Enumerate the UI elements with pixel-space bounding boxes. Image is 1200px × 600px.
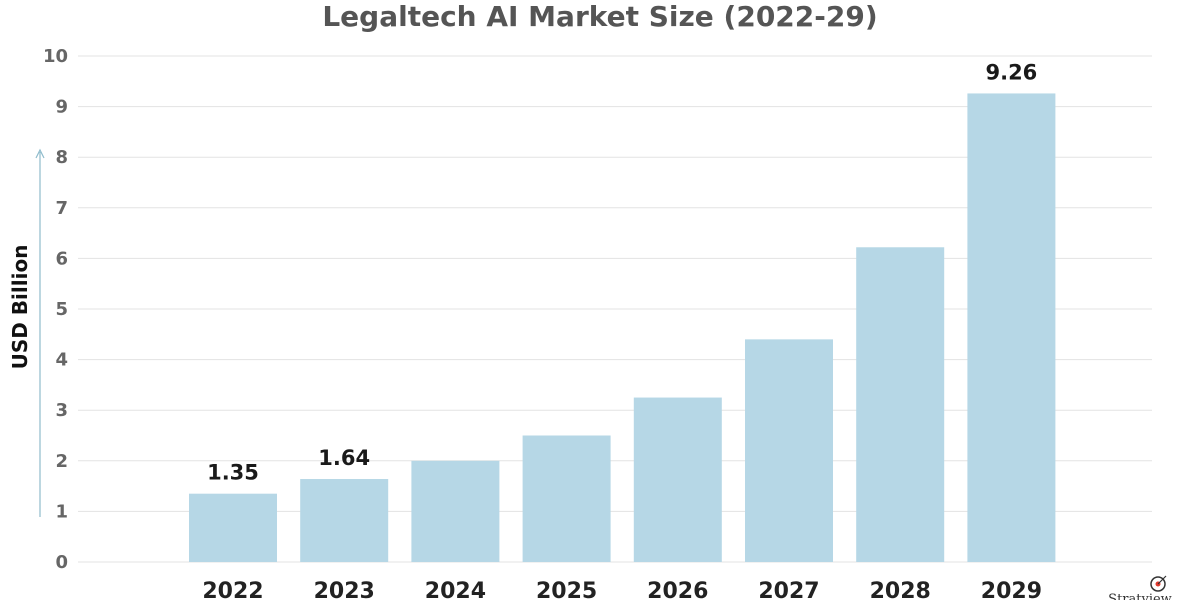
x-category-label: 2028 [870,579,931,600]
y-tick-label: 9 [55,97,68,118]
x-category-label: 2024 [425,579,486,600]
category-labels: 2022 2023 2024 2025 2026 2027 2028 2029 [202,579,1042,600]
y-tick-label: 8 [55,147,68,168]
bar [633,397,722,562]
y-axis-ticks: 0 1 2 3 4 5 6 7 8 9 10 [43,46,68,573]
x-category-label: 2027 [758,579,819,600]
bar [856,247,945,562]
x-category-label: 2025 [536,579,597,600]
chart-title: Legaltech AI Market Size (2022-29) [322,0,877,33]
y-tick-label: 5 [55,299,68,320]
x-category-label: 2022 [202,579,263,600]
bar [522,435,611,562]
x-category-label: 2029 [981,579,1042,600]
x-category-label: 2026 [647,579,708,600]
bar-data-label: 1.35 [207,461,259,485]
y-tick-label: 6 [55,248,68,269]
bar-data-label: 9.26 [985,60,1037,84]
bars [189,93,1056,562]
y-tick-label: 7 [55,198,68,219]
bar [189,493,277,562]
y-tick-label: 1 [55,501,68,522]
y-axis-arrow [35,148,45,517]
y-tick-label: 4 [55,350,68,371]
stratview-logo: Stratview [1108,575,1172,600]
bar [411,460,500,562]
y-tick-label: 3 [55,400,68,421]
data-labels: 1.35 1.64 9.26 [207,60,1037,484]
y-tick-label: 10 [43,46,68,67]
logo-text: Stratview [1108,592,1172,600]
x-category-label: 2023 [314,579,375,600]
y-axis-label: USD Billion [8,245,32,370]
bar [300,479,389,562]
y-tick-label: 0 [55,552,68,573]
bar [967,93,1056,562]
y-tick-label: 2 [55,451,68,472]
bar-data-label: 1.64 [318,446,370,470]
bar [745,339,833,562]
